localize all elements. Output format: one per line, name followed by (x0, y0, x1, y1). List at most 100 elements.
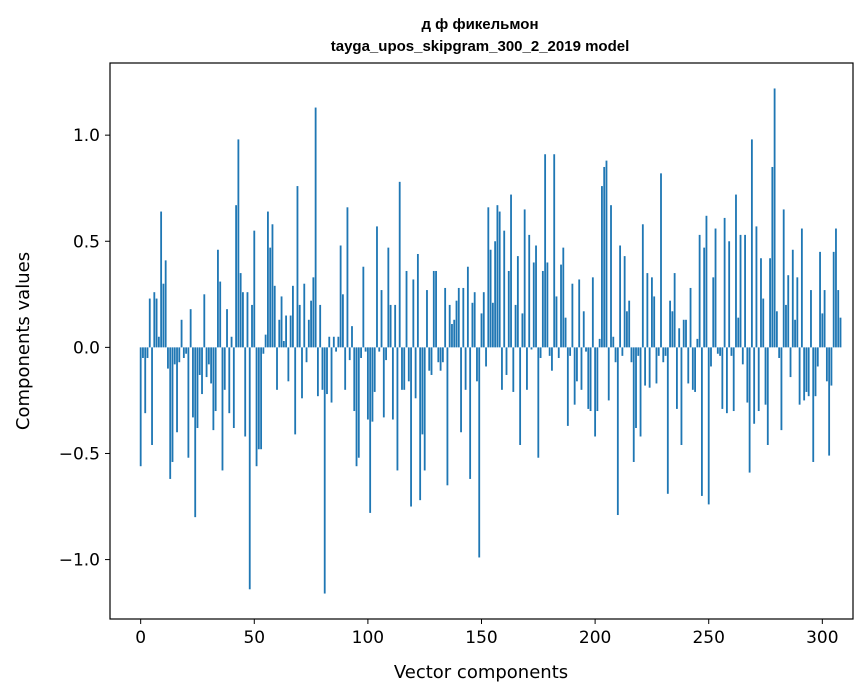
bar-component-249 (705, 215, 708, 348)
bar-component-215 (628, 300, 631, 348)
bar-component-53 (260, 347, 263, 450)
bar-component-174 (535, 245, 537, 348)
bar-component-308 (839, 317, 842, 348)
bar-component-64 (285, 315, 287, 348)
bar-component-225 (651, 277, 653, 348)
bar-component-49 (251, 304, 253, 348)
bar-component-223 (646, 273, 649, 348)
bar-component-42 (235, 205, 238, 348)
bar-component-171 (528, 234, 531, 348)
bar-component-41 (232, 347, 235, 429)
bar-component-305 (832, 251, 835, 348)
bar-component-82 (326, 347, 328, 395)
bar-component-10 (162, 283, 165, 348)
bar-component-57 (269, 247, 272, 348)
bar-component-35 (219, 281, 222, 348)
bar-component-24 (194, 347, 197, 518)
bar-component-293 (805, 347, 808, 392)
y-tick-label: 0.0 (73, 338, 100, 358)
bar-component-210 (616, 347, 619, 516)
bar-component-202 (598, 338, 601, 348)
bar-component-87 (337, 336, 340, 348)
bar-component-70 (298, 304, 301, 348)
bar-component-141 (460, 347, 462, 433)
bar-component-118 (407, 347, 410, 382)
bar-component-81 (323, 347, 326, 594)
x-tick-label: 50 (243, 628, 265, 648)
bar-component-155 (491, 302, 494, 348)
bar-component-124 (421, 347, 424, 435)
bar-component-150 (480, 313, 483, 348)
bar-component-170 (526, 347, 528, 390)
bar-component-173 (532, 262, 535, 348)
bar-component-156 (494, 241, 497, 348)
bar-component-178 (544, 154, 547, 348)
bar-component-183 (555, 296, 558, 348)
bar-component-142 (462, 287, 465, 348)
bar-component-268 (748, 347, 751, 473)
bar-component-43 (237, 139, 240, 348)
bar-component-199 (591, 277, 594, 348)
bar-component-295 (810, 290, 812, 348)
bar-component-272 (757, 347, 760, 412)
bar-component-116 (403, 347, 406, 390)
bar-component-168 (521, 313, 524, 348)
bar-component-135 (446, 347, 449, 486)
bar-component-131 (437, 347, 440, 363)
bar-component-264 (739, 234, 742, 348)
bar-component-28 (203, 294, 206, 348)
bar-component-207 (610, 205, 612, 348)
bar-component-85 (332, 336, 335, 348)
bar-component-301 (823, 290, 826, 348)
bar-component-96 (357, 347, 360, 458)
bar-component-184 (557, 347, 560, 358)
bar-component-200 (594, 347, 597, 437)
x-tick-label: 250 (692, 628, 724, 648)
bar-component-45 (242, 292, 244, 348)
bar-component-182 (553, 154, 556, 348)
bar-component-0 (139, 347, 142, 467)
bar-component-278 (771, 166, 774, 348)
bar-component-169 (523, 209, 526, 348)
bar-component-245 (696, 338, 699, 348)
bar-component-198 (589, 347, 592, 412)
bar-component-50 (253, 230, 256, 348)
bar-component-304 (830, 347, 833, 386)
bar-component-1 (142, 347, 144, 358)
bar-component-256 (721, 347, 724, 409)
bar-component-39 (228, 347, 231, 414)
bar-component-115 (401, 347, 403, 390)
bar-component-288 (794, 319, 796, 348)
bar-component-79 (319, 304, 322, 348)
bar-component-117 (405, 270, 408, 348)
bar-component-189 (569, 347, 572, 356)
bar-component-302 (825, 347, 828, 382)
bar-component-113 (396, 347, 399, 471)
bar-component-74 (307, 319, 310, 348)
x-tick-label: 150 (465, 628, 497, 648)
bar-component-13 (169, 347, 172, 479)
bar-component-192 (576, 347, 578, 382)
bar-component-251 (710, 347, 712, 367)
bar-component-279 (773, 88, 776, 348)
y-tick-label: −0.5 (59, 444, 100, 464)
bar-component-257 (723, 217, 726, 348)
y-axis-ticks: −1.0 −0.5 0.0 0.5 1.0 (59, 126, 110, 571)
bar-component-147 (473, 292, 476, 348)
bar-component-126 (426, 290, 428, 348)
bar-component-241 (687, 347, 690, 384)
bar-component-77 (314, 107, 317, 348)
bar-component-307 (837, 290, 840, 348)
bar-component-276 (766, 347, 769, 445)
bar-component-121 (414, 347, 417, 399)
bar-component-48 (248, 347, 251, 590)
bar-component-209 (614, 347, 617, 363)
bar-component-66 (289, 315, 292, 348)
bar-component-164 (512, 347, 515, 392)
bar-component-274 (762, 298, 765, 348)
bar-component-63 (282, 341, 285, 348)
bar-component-38 (226, 309, 228, 348)
bar-component-69 (296, 186, 299, 348)
bar-component-103 (373, 347, 376, 392)
y-tick-label: −1.0 (59, 551, 100, 571)
